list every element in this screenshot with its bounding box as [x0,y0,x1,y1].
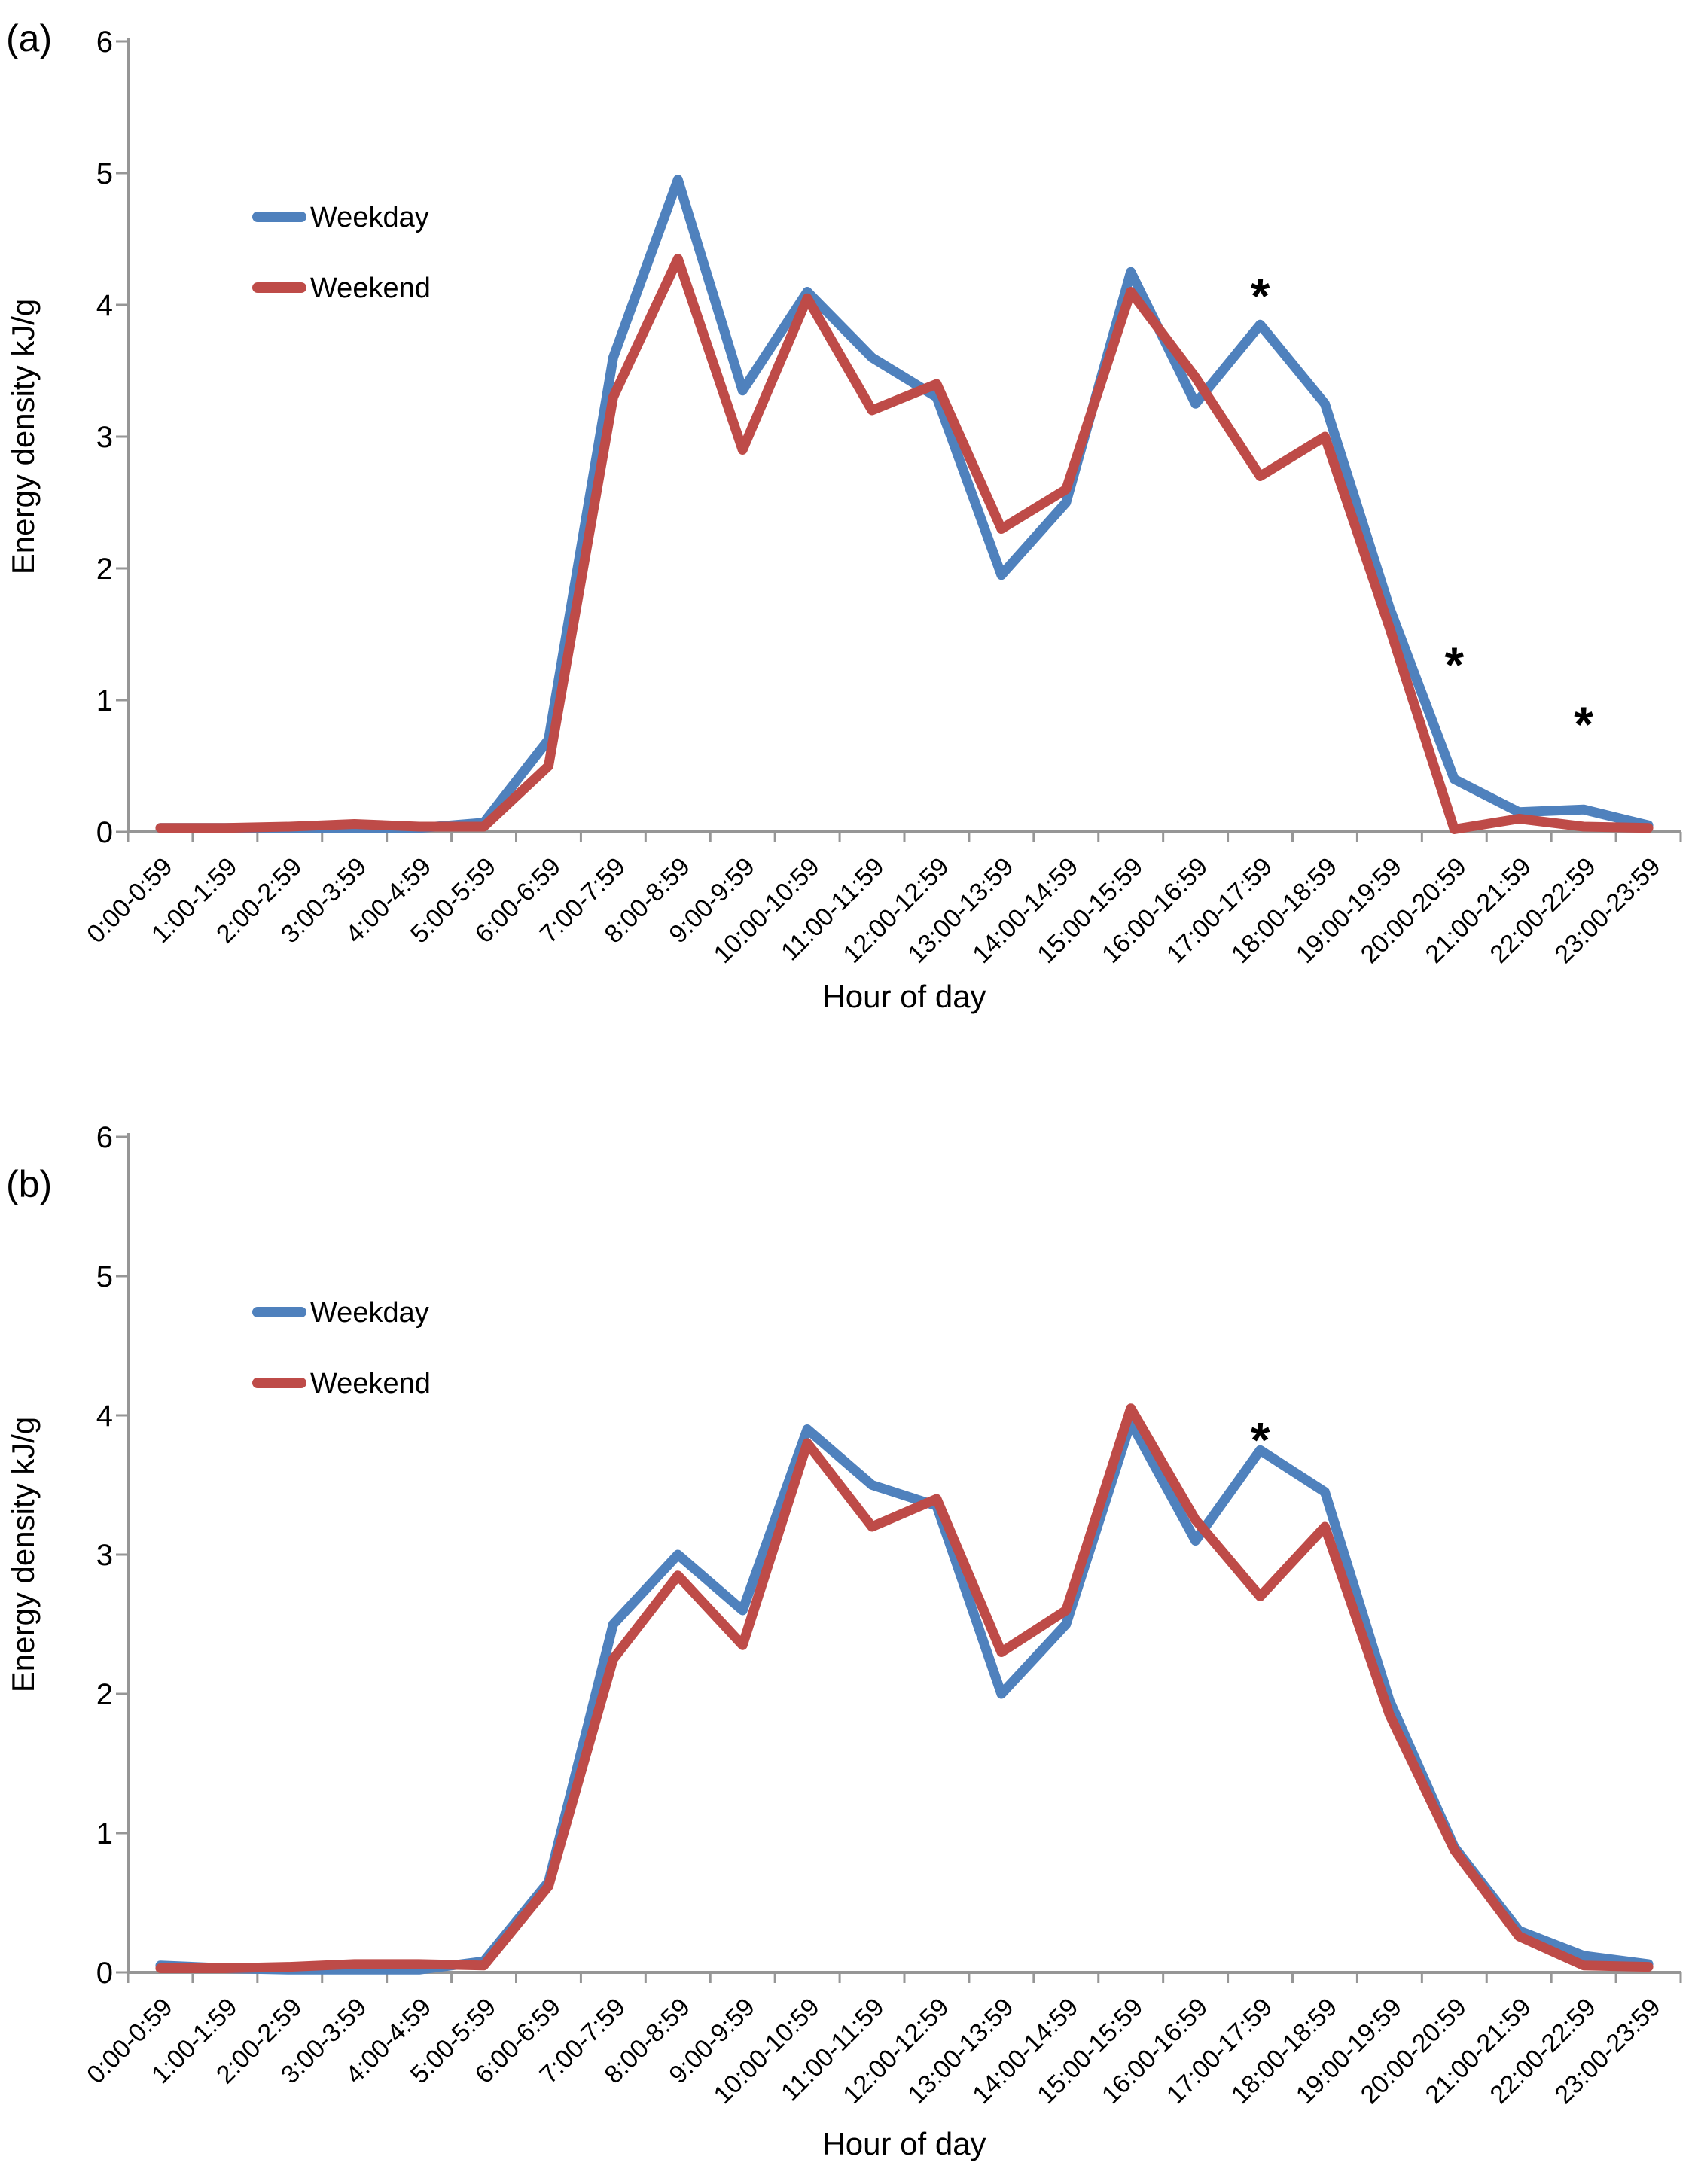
y-tick-label: 4 [96,289,113,322]
panel-a-y-axis-title: Energy density kJ/g [5,299,41,575]
series-line-weekend [155,1403,1654,1973]
y-tick-label: 2 [96,1678,113,1711]
legend-weekday-swatch [252,212,306,222]
panel-a-legend: Weekday Weekend [252,202,431,304]
panel-a-label: (a) [6,17,52,59]
y-tick-label: 6 [96,1121,113,1154]
panel-b-legend: Weekday Weekend [252,1297,431,1400]
legend-weekend-label: Weekend [310,1368,431,1400]
y-tick-label: 5 [96,1260,113,1293]
y-tick-label: 2 [96,553,113,586]
panel-a-x-axis-title: Hour of day [822,979,986,1014]
legend-weekday-label: Weekday [310,1297,429,1329]
significance-asterisk: * [1574,696,1593,752]
y-tick-label: 6 [96,26,113,59]
significance-asterisk: * [1251,1412,1270,1467]
panel-b-y-axis-title: Energy density kJ/g [5,1417,41,1693]
y-tick-label: 3 [96,421,113,454]
series-line-weekend [155,254,1654,834]
panel-b-label: (b) [6,1163,52,1205]
legend-weekday-swatch [252,1307,306,1317]
legend-weekday-label: Weekday [310,202,429,233]
y-tick-label: 3 [96,1539,113,1572]
y-tick-label: 0 [96,816,113,849]
panel-b-x-axis-title: Hour of day [822,2126,986,2161]
y-tick-label: 1 [96,684,113,717]
panel-a-plot-area: 01234560:00-0:591:00-1:592:00-2:593:00-3… [81,26,1682,969]
legend-weekend-label: Weekend [310,273,431,304]
y-tick-label: 1 [96,1817,113,1850]
legend-weekend-swatch [252,282,306,293]
y-tick-label: 0 [96,1957,113,1990]
significance-asterisk: * [1444,637,1464,693]
significance-asterisk: * [1251,268,1270,324]
legend-weekend-swatch [252,1378,306,1388]
panel-b-plot-area: 01234560:00-0:591:00-1:592:00-2:593:00-3… [81,1121,1682,2109]
y-tick-label: 5 [96,157,113,190]
y-tick-label: 4 [96,1400,113,1433]
series-line-weekday [155,1417,1654,1975]
